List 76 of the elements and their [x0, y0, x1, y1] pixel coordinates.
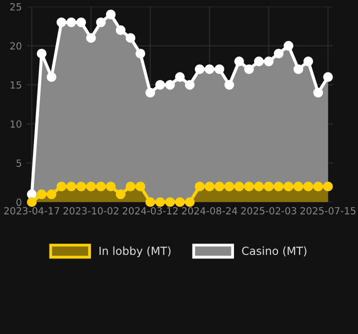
- legend-label: In lobby (MT): [100, 246, 170, 258]
- point: [46, 189, 56, 200]
- point: [244, 182, 254, 192]
- point: [313, 88, 323, 98]
- point: [175, 72, 185, 82]
- point: [274, 182, 284, 192]
- point: [184, 80, 195, 90]
- point: [264, 182, 274, 192]
- point: [234, 56, 244, 66]
- point: [303, 56, 314, 66]
- point: [145, 197, 156, 207]
- point: [145, 88, 156, 98]
- point: [66, 182, 76, 192]
- y-tick-label: 25: [10, 3, 22, 11]
- point: [136, 48, 146, 58]
- point: [26, 197, 37, 207]
- point: [224, 80, 234, 90]
- point: [76, 182, 86, 192]
- point: [303, 182, 314, 192]
- point: [126, 182, 136, 192]
- x-tick-label: 2025-02-03: [241, 207, 296, 214]
- point: [194, 64, 205, 74]
- point: [204, 64, 214, 74]
- point: [46, 72, 56, 82]
- point: [214, 182, 224, 192]
- point: [136, 182, 146, 192]
- point: [26, 189, 37, 200]
- y-tick-label: 15: [10, 81, 22, 89]
- point: [194, 182, 205, 192]
- y-tick-label: 5: [16, 160, 22, 167]
- point: [254, 182, 264, 192]
- point: [274, 48, 284, 58]
- point: [165, 80, 175, 90]
- point: [284, 182, 294, 192]
- point: [234, 182, 244, 192]
- point: [76, 17, 86, 28]
- x-tick-label: 2024-08-24: [182, 207, 238, 214]
- point: [96, 17, 106, 28]
- point: [264, 56, 274, 66]
- point: [294, 182, 304, 192]
- legend-label: Casino (MT): [242, 246, 306, 256]
- point: [106, 10, 116, 20]
- point: [36, 189, 47, 200]
- point: [106, 182, 116, 192]
- point: [184, 197, 195, 207]
- point: [96, 182, 106, 192]
- point: [313, 182, 323, 192]
- point: [56, 182, 66, 192]
- point: [56, 17, 66, 28]
- point: [86, 33, 96, 43]
- point: [244, 64, 254, 74]
- point: [66, 17, 76, 28]
- point: [214, 64, 224, 74]
- x-tick-label: 2023-10-02: [63, 207, 118, 214]
- y-tick-label: 20: [10, 42, 22, 50]
- point: [204, 182, 214, 192]
- point: [284, 40, 294, 51]
- point: [36, 48, 47, 58]
- point: [126, 33, 136, 43]
- x-tick-label: 2024-03-12: [122, 207, 178, 214]
- point: [86, 182, 96, 192]
- point: [175, 197, 185, 207]
- point: [165, 197, 175, 207]
- point: [116, 189, 126, 200]
- y-tick-label: 10: [10, 120, 22, 128]
- point: [254, 56, 264, 66]
- point: [155, 80, 166, 90]
- x-tick-label: 2023-04-17: [4, 207, 60, 214]
- point: [116, 25, 126, 35]
- point: [155, 197, 166, 207]
- point: [224, 182, 234, 192]
- x-tick-label: 2025-07-15: [300, 207, 356, 214]
- point: [323, 182, 333, 192]
- point: [323, 72, 333, 82]
- y-tick-label: 0: [16, 198, 22, 206]
- point: [294, 64, 304, 74]
